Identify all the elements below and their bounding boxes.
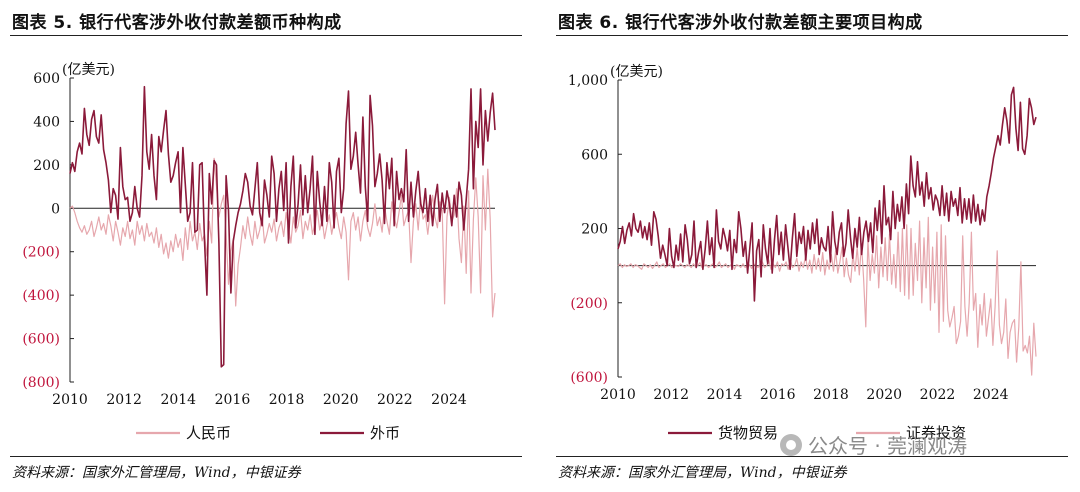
x-tick-label: 2010 [600,387,636,403]
x-tick-label: 2012 [106,392,142,408]
x-tick-label: 2012 [653,387,689,403]
x-tick-label: 2018 [269,392,305,408]
chart-panel-items: 图表 6. 银行代客涉外收付款差额主要项目构成 (亿美元) 1,000 600 200… [546,0,1080,492]
y-tick-label: 600 [33,71,60,87]
wechat-icon [780,433,802,456]
title-divider [10,35,522,36]
y-tick-label: 1,000 [568,73,608,89]
y-tick-label: (200) [570,296,608,312]
legend-label: 证券投资 [906,424,966,442]
legend-label: 外币 [370,424,400,442]
y-tick-label: 200 [581,222,608,238]
source-note: 资料来源：国家外汇管理局，Wind，中银证券 [558,465,847,481]
y-tick-label: (200) [22,245,60,261]
chart-title: 图表 6. 银行代客涉外收付款差额主要项目构成 [558,13,923,33]
y-tick-label: 400 [33,114,60,130]
y-tick-label: (400) [22,288,60,304]
legend-label: 货物贸易 [718,424,778,442]
chart-title: 图表 5. 银行代客涉外收付款差额币种构成 [12,13,342,33]
items-line-chart: (亿美元)1,000 600 200 (200) (600)2010 2012 2014 20… [568,64,1037,442]
y-tick-label: (600) [22,332,60,348]
y-tick-label: 200 [33,158,60,174]
series-line-1 [617,216,1037,376]
title-divider [556,35,1068,36]
legend-label: 人民币 [186,424,231,442]
x-tick-label: 2018 [813,387,849,403]
y-tick-label: 0 [51,201,60,217]
source-note: 资料来源：国家外汇管理局，Wind，中银证券 [12,465,301,481]
x-tick-label: 2014 [160,392,196,408]
x-tick-label: 2020 [323,392,359,408]
x-tick-label: 2022 [920,387,956,403]
x-tick-label: 2022 [377,392,413,408]
y-tick-label: (600) [570,370,608,386]
unit-label: (亿美元) [62,62,115,78]
chart-panel-currency: 图表 5. 银行代客涉外收付款差额币种构成 (亿美元) 600 400 200 0 (20… [0,0,528,492]
currency-line-chart: (亿美元)600 400 200 0 (200) (400) (600) (800)2010 2… [22,62,496,442]
x-tick-label: 2020 [866,387,902,403]
source-divider [556,456,1068,457]
watermark-text: 公众号 · 莞澜观涛 [808,434,968,458]
y-tick-label: (800) [22,375,60,391]
series-line-1 [69,85,496,368]
x-tick-label: 2016 [760,387,796,403]
source-divider [10,456,522,457]
x-tick-label: 2024 [973,387,1009,403]
y-tick-label: 600 [581,147,608,163]
series-line-0 [69,157,496,318]
x-tick-label: 2024 [431,392,467,408]
x-tick-label: 2010 [52,392,88,408]
unit-label: (亿美元) [610,64,663,80]
watermark: 公众号 · 莞澜观涛 [780,430,967,459]
x-tick-label: 2014 [707,387,743,403]
series-line-0 [617,86,1037,302]
x-tick-label: 2016 [215,392,251,408]
